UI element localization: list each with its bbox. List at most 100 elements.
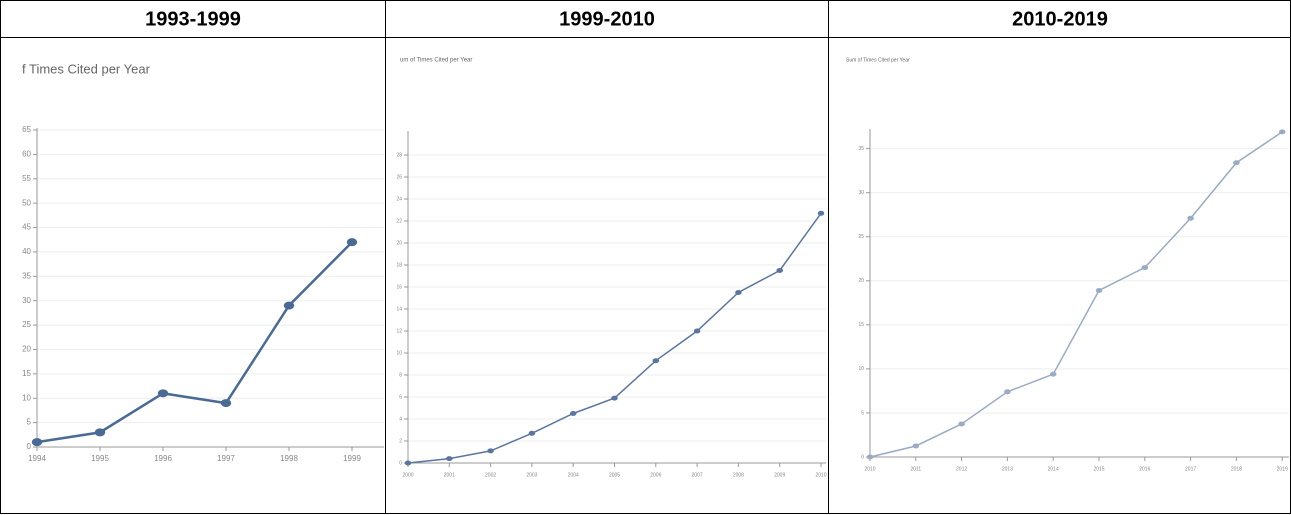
chart-title: um of Times Cited per Year [400, 58, 472, 64]
y-tick-label: 50 [22, 198, 31, 207]
y-tick-label: 60 [22, 149, 31, 158]
data-point [1233, 160, 1240, 166]
data-point [283, 301, 295, 310]
data-point [487, 448, 494, 454]
y-tick-label: 15 [22, 369, 31, 378]
series-line [407, 212, 822, 464]
x-tick-label: 2002 [485, 472, 496, 478]
data-point [776, 268, 783, 273]
x-tick-label: 2016 [1139, 466, 1150, 472]
data-point [220, 399, 232, 408]
x-tick-label: 2007 [692, 472, 703, 478]
column-header: 1999-2010 [559, 8, 655, 30]
data-point [404, 460, 412, 466]
y-tick-label: 20 [22, 345, 31, 354]
x-tick-label: 2015 [1093, 466, 1104, 472]
y-tick-label: 6 [399, 394, 402, 400]
x-tick-label: 2010 [815, 472, 826, 478]
y-tick-label: 22 [396, 218, 402, 224]
data-point [1004, 389, 1011, 395]
data-point [1278, 129, 1286, 135]
y-tick-label: 28 [396, 152, 402, 158]
x-tick-label: 2005 [609, 472, 620, 478]
y-tick-label: 15 [858, 322, 864, 328]
x-tick-label: 2003 [526, 472, 537, 478]
y-tick-label: 55 [22, 174, 31, 183]
series-line [869, 131, 1283, 458]
y-tick-label: 10 [22, 393, 31, 402]
data-point [912, 443, 920, 449]
data-point [528, 430, 536, 436]
x-tick-label: 1994 [28, 454, 46, 463]
y-tick-label: 4 [399, 416, 402, 422]
y-tick-label: 20 [396, 240, 402, 246]
column-header: 1993-1999 [145, 8, 241, 30]
y-tick-label: 12 [396, 328, 402, 334]
y-tick-label: 2 [399, 438, 402, 444]
y-tick-label: 40 [22, 247, 31, 256]
data-point [735, 290, 742, 295]
y-tick-label: 45 [22, 223, 31, 232]
x-tick-label: 2012 [956, 466, 967, 472]
y-tick-label: 20 [858, 278, 864, 284]
y-tick-label: 5 [861, 410, 864, 416]
x-tick-label: 2018 [1231, 466, 1242, 472]
y-tick-label: 26 [396, 174, 402, 180]
x-tick-label: 2014 [1048, 466, 1059, 472]
y-tick-label: 0 [861, 454, 864, 460]
data-point [1049, 371, 1057, 377]
x-tick-label: 2011 [910, 466, 921, 472]
y-tick-label: 0 [399, 460, 402, 466]
chart-title: Sum of Times Cited per Year [846, 57, 910, 63]
x-tick-label: 1997 [217, 454, 235, 463]
series-line [36, 241, 353, 444]
data-point [693, 328, 701, 334]
data-point [1095, 287, 1103, 293]
data-point [157, 389, 169, 398]
y-tick-label: 24 [396, 196, 402, 202]
y-tick-label: 30 [858, 190, 864, 196]
data-point [1187, 215, 1194, 221]
x-tick-label: 2019 [1277, 466, 1288, 472]
y-tick-label: 5 [27, 418, 32, 427]
x-tick-label: 2010 [864, 466, 875, 472]
data-point [866, 454, 874, 460]
y-tick-label: 25 [858, 234, 864, 240]
chart-title: f Times Cited per Year [22, 61, 151, 76]
x-tick-label: 2006 [650, 472, 661, 478]
data-point [569, 411, 577, 416]
data-point [958, 421, 965, 427]
data-point [652, 358, 660, 364]
data-point [1141, 265, 1149, 271]
column-header: 2010-2019 [1012, 8, 1108, 30]
data-point [446, 456, 453, 462]
y-tick-label: 35 [22, 271, 31, 280]
y-tick-label: 35 [858, 146, 864, 152]
y-tick-label: 25 [22, 320, 31, 329]
x-tick-label: 2017 [1185, 466, 1196, 472]
data-point [611, 395, 618, 401]
data-point [31, 438, 43, 447]
x-tick-label: 2004 [568, 472, 579, 478]
y-tick-label: 30 [22, 296, 31, 305]
x-tick-label: 2001 [444, 472, 455, 478]
x-tick-label: 1996 [154, 454, 172, 463]
x-tick-label: 2000 [402, 472, 413, 478]
y-tick-label: 8 [399, 372, 402, 378]
data-point [94, 428, 106, 437]
data-point [817, 210, 825, 216]
y-tick-label: 16 [396, 284, 402, 290]
y-tick-label: 10 [396, 350, 402, 356]
x-tick-label: 1999 [343, 454, 361, 463]
y-tick-label: 10 [858, 366, 864, 372]
x-tick-label: 1995 [91, 454, 109, 463]
data-point [346, 238, 358, 247]
y-tick-label: 14 [396, 306, 402, 312]
x-tick-label: 2009 [774, 472, 785, 478]
y-tick-label: 18 [396, 262, 402, 268]
x-tick-label: 1998 [280, 454, 298, 463]
y-tick-label: 0 [27, 442, 32, 451]
y-tick-label: 65 [22, 125, 31, 134]
